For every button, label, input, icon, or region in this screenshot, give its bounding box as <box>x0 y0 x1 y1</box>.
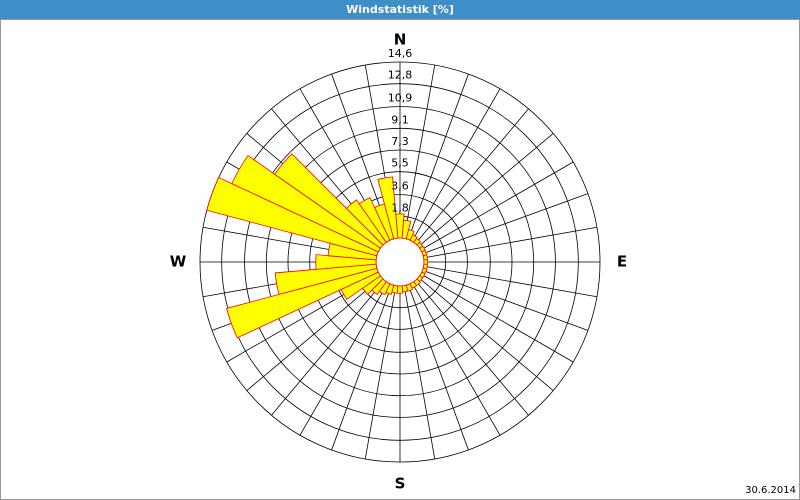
title-bar: Windstatistik [%] <box>0 0 800 19</box>
sector-bar <box>358 197 391 243</box>
spoke <box>422 193 589 255</box>
sector-bar <box>405 229 415 241</box>
direction-label: E <box>617 253 627 271</box>
sector-bar <box>409 234 418 243</box>
spoke <box>420 161 574 251</box>
direction-label: S <box>395 475 406 493</box>
sector-bar <box>422 254 428 261</box>
direction-label: N <box>394 31 407 49</box>
direction-label: W <box>170 253 187 271</box>
spoke <box>415 108 529 244</box>
ring-label: 3,6 <box>391 180 409 193</box>
spoke <box>420 273 574 363</box>
sector-bar <box>231 155 381 253</box>
spoke <box>271 280 385 416</box>
footer-date: 30.6.2014 <box>745 485 796 496</box>
ring-label: 12,8 <box>388 69 413 82</box>
sector-bar <box>395 213 405 239</box>
spoke <box>407 284 469 451</box>
sector-bar <box>401 219 412 240</box>
spoke <box>422 269 589 331</box>
sector-bar <box>274 263 378 295</box>
spoke <box>423 226 598 259</box>
spoke <box>411 88 501 242</box>
sector-bar <box>315 254 377 270</box>
spoke <box>411 282 501 436</box>
sector-bar <box>345 199 387 246</box>
chart: 30.6.2014 1,8 3,6 5,5 7,3 9,1 10,9 12,8 14,6N E S… <box>0 19 800 500</box>
spoke <box>364 285 397 460</box>
spoke <box>418 277 554 391</box>
sector-bar <box>423 259 429 265</box>
ring-label: 9,1 <box>391 113 409 126</box>
sector-bar <box>206 176 379 257</box>
ring-label: 7,3 <box>391 135 409 148</box>
spoke <box>403 285 436 460</box>
sector-bar <box>226 267 379 339</box>
ring-label: 10,9 <box>388 92 413 105</box>
sector-bar <box>274 153 384 249</box>
ring-label: 5,5 <box>391 157 409 170</box>
sector-bar <box>413 237 421 246</box>
spoke <box>331 284 393 451</box>
sector-bar <box>377 176 399 240</box>
spoke <box>418 133 554 247</box>
spoke <box>423 265 598 298</box>
spoke <box>403 64 436 239</box>
ring-label: 14,6 <box>388 47 413 60</box>
spoke <box>246 277 382 391</box>
ring-label: 1,8 <box>391 201 409 214</box>
spoke <box>407 73 469 240</box>
spoke <box>415 280 529 416</box>
spoke <box>299 282 389 436</box>
